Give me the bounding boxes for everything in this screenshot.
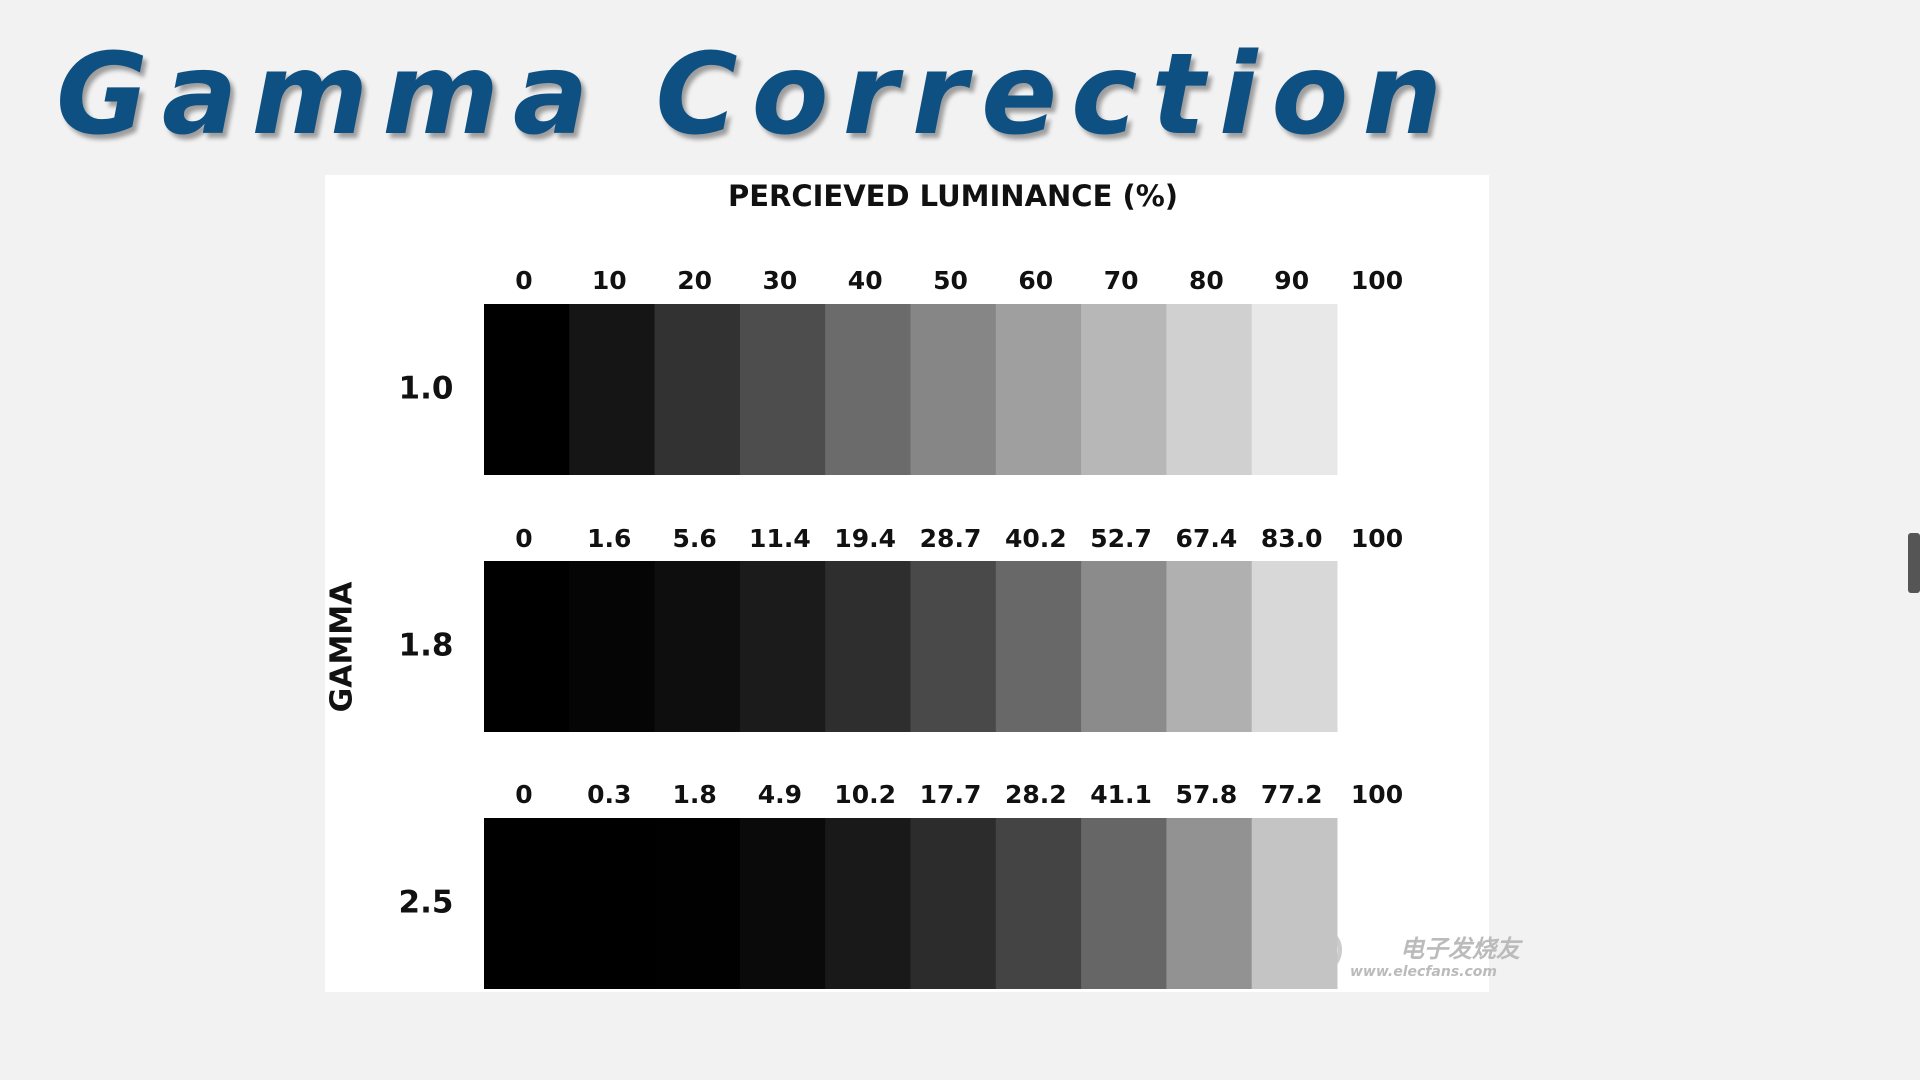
luminance-label: 11.4 [749,524,811,553]
luminance-label: 4.9 [758,780,802,809]
luminance-label: 90 [1274,266,1309,295]
swatch [654,561,741,732]
swatch [569,818,656,989]
luminance-label: 40.2 [1005,524,1067,553]
swatch [825,561,911,732]
luminance-label: 52.7 [1090,524,1152,553]
swatch [484,818,570,989]
swatch [825,304,911,475]
luminance-label: 17.7 [920,780,982,809]
swatch [739,818,826,989]
side-handle [1908,533,1920,593]
watermark: 电子发烧友 [1400,935,1524,963]
luminance-label: 70 [1104,266,1139,295]
swatch [1166,818,1253,989]
luminance-label: 100 [1351,780,1403,809]
luminance-label: 28.7 [920,524,982,553]
luminance-label: 1.6 [587,524,631,553]
swatch [910,561,997,732]
luminance-label: 67.4 [1176,524,1238,553]
gamma-label: 2.5 [399,885,454,921]
swatch [739,561,826,732]
luminance-label: 50 [933,266,968,295]
slide-title: Gamma Correction [56,30,1457,160]
swatch [1251,304,1338,475]
luminance-label: 100 [1351,524,1403,553]
swatch [910,818,997,989]
figure-heading: PERCIEVED LUMINANCE (%) [728,179,1178,213]
swatch [484,561,570,732]
swatch [739,304,826,475]
swatch [569,304,656,475]
swatch [1251,561,1338,732]
luminance-label: 57.8 [1176,780,1238,809]
luminance-label: 40 [848,266,883,295]
swatch [825,818,911,989]
watermark-url: www.elecfans.com [1350,964,1497,980]
luminance-label: 5.6 [672,524,716,553]
luminance-label: 30 [763,266,798,295]
swatch [1166,561,1253,732]
swatch [995,304,1082,475]
luminance-label: 0.3 [587,780,631,809]
swatch [569,561,656,732]
luminance-label: 20 [677,266,712,295]
luminance-label: 83.0 [1261,524,1323,553]
swatch [1081,818,1167,989]
swatch [484,304,570,475]
luminance-label: 80 [1189,266,1224,295]
gamma-label: 1.8 [399,628,454,664]
luminance-label: 41.1 [1090,780,1152,809]
swatch [1166,304,1253,475]
luminance-label: 100 [1351,266,1403,295]
swatch [1081,304,1167,475]
luminance-label: 10 [592,266,627,295]
swatch [995,818,1082,989]
swatch [1251,818,1338,989]
luminance-label: 19.4 [834,524,896,553]
luminance-label: 28.2 [1005,780,1067,809]
swatch [995,561,1082,732]
gamma-label: 1.0 [399,371,454,407]
luminance-label: 10.2 [834,780,896,809]
luminance-label: 0 [515,780,532,809]
luminance-label: 0 [515,266,532,295]
axis-label: GAMMA [325,581,360,713]
swatch [654,304,741,475]
swatch [910,304,997,475]
swatch [654,818,741,989]
luminance-label: 77.2 [1261,780,1323,809]
luminance-label: 1.8 [672,780,716,809]
luminance-label: 0 [515,524,532,553]
swatch [1081,561,1167,732]
luminance-label: 60 [1018,266,1053,295]
